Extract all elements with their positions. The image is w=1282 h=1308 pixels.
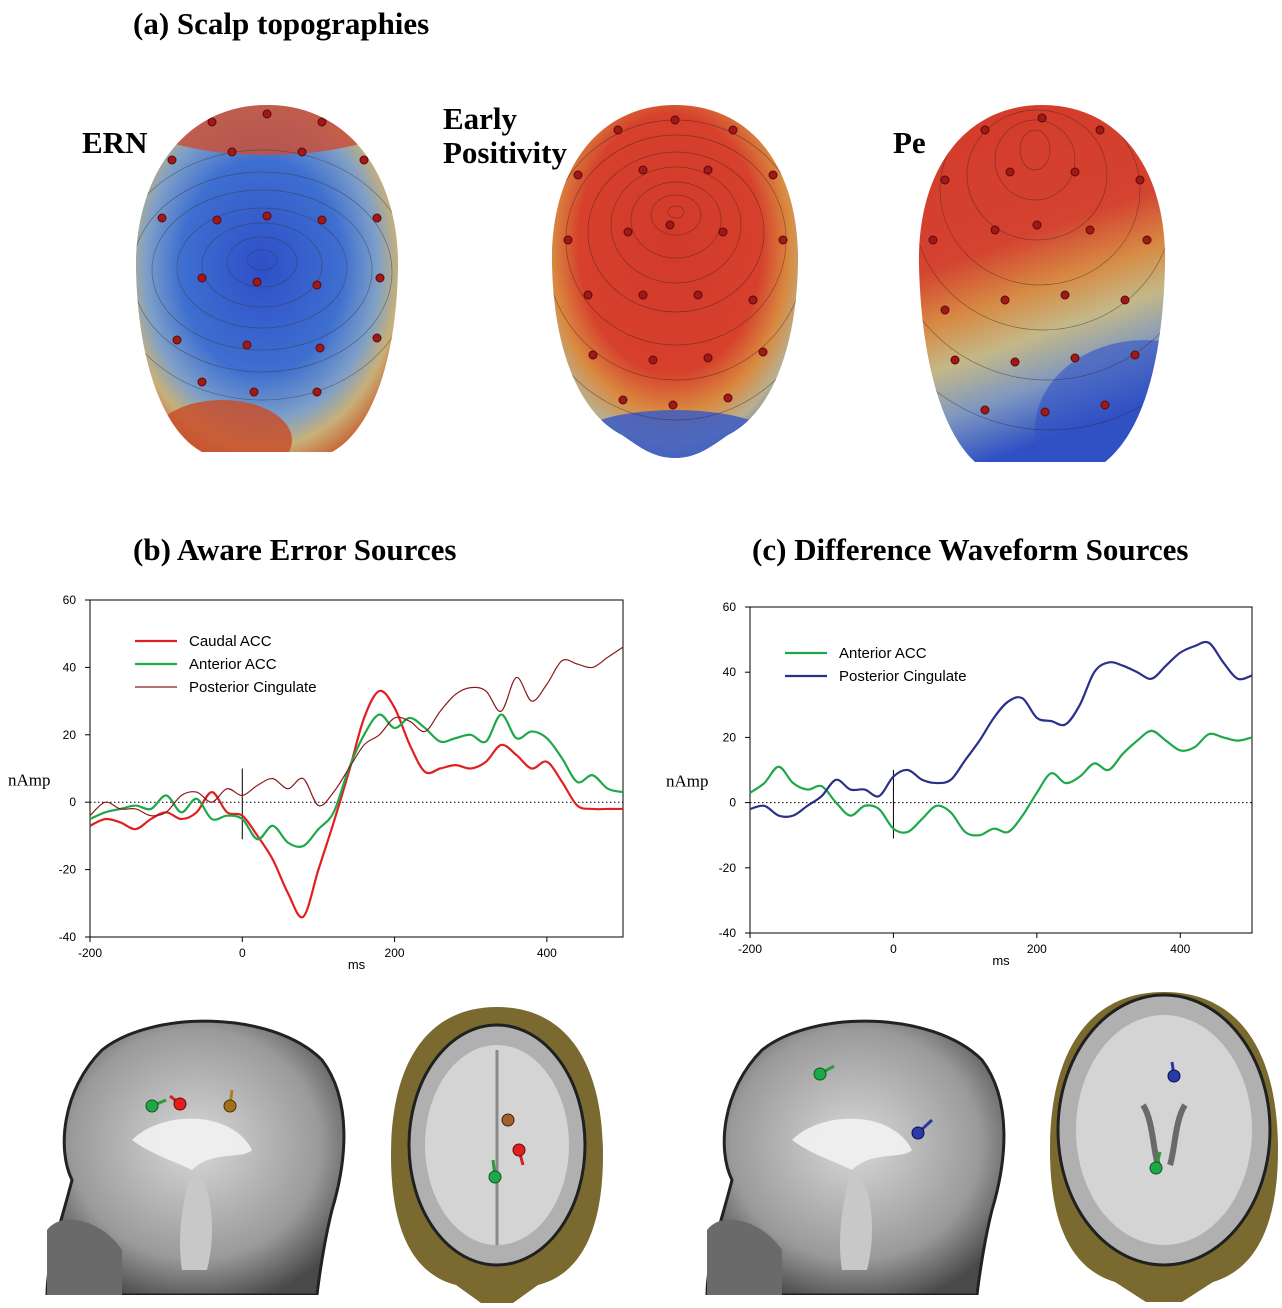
source-dipoles-c-axial [1149,1061,1181,1175]
y-tick-label: -20 [719,861,737,875]
x-tick-label: 200 [1027,942,1047,956]
sagittal-brain-c [705,1019,1006,1295]
x-tick-label: 400 [537,946,557,960]
y-tick-label: -40 [719,926,737,940]
y-tick-label: 0 [69,795,76,809]
legend-label-anterior-acc: Anterior ACC [839,645,927,662]
series-line-posterior-cingulate [749,640,1253,818]
y-tick-label: 40 [723,665,737,679]
x-axis-label: ms [992,953,1010,968]
source-dipoles-c-sagittal [813,1064,934,1140]
axial-brain-c [1050,992,1278,1302]
y-tick-label: -20 [59,863,77,877]
plot-frame [749,606,1253,934]
topography-label-line1: Early [443,101,518,136]
source-dipoles-b-sagittal [145,1089,237,1113]
topography-label-line2: Positivity [443,135,567,170]
ern-scalp-topography [135,105,399,452]
x-tick-label: 0 [890,942,897,956]
y-tick-label: 20 [63,728,77,742]
early-positivity-scalp-topography [551,105,799,458]
y-tick-label: 60 [723,600,737,614]
x-axis-label: ms [348,957,366,972]
source-dipoles-b-axial [488,1113,526,1184]
legend-label-posterior-cingulate: Posterior Cingulate [839,668,967,685]
plot-frame [89,599,624,938]
x-tick-label: 200 [385,946,405,960]
y-tick-label: 20 [723,730,737,744]
y-axis-label: nAmp [8,770,51,789]
legend-label-anterior-acc: Anterior ACC [189,656,277,673]
y-tick-label: -40 [59,930,77,944]
pe-scalp-topography [918,105,1166,462]
y-tick-label: 60 [63,593,77,607]
y-tick-label: 40 [63,660,77,674]
panel-b-title: (b) Aware Error Sources [133,532,457,567]
topography-label-pe: Pe [893,125,926,160]
legend-label-posterior-cingulate: Posterior Cingulate [189,679,317,696]
x-tick-label: 0 [239,946,246,960]
panel-c-title: (c) Difference Waveform Sources [752,532,1189,567]
series-line-anterior-acc [89,713,624,849]
panel-a-title: (a) Scalp topographies [133,6,430,41]
x-tick-label: -200 [738,942,762,956]
y-tick-label: 0 [729,796,736,810]
sagittal-brain-b [45,1019,346,1295]
series-line-posterior-cingulate [89,646,624,817]
series-line-anterior-acc [749,729,1253,837]
y-axis-label: nAmp [666,771,709,790]
x-tick-label: 400 [1170,942,1190,956]
x-tick-label: -200 [78,946,102,960]
series-line-caudal-acc [89,689,623,919]
axial-brain-b [391,1007,603,1303]
legend-label-caudal-acc: Caudal ACC [189,633,272,650]
topography-label-ern: ERN [82,125,148,160]
topography-label-early-positivity: Early Positivity [443,102,567,170]
